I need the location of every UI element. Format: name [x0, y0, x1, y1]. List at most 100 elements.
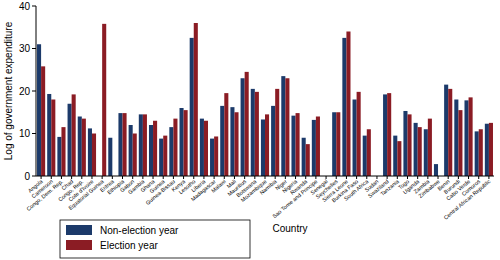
x-tick-label: Guinea-Bissau — [145, 178, 176, 206]
bar — [72, 94, 76, 176]
bar — [428, 119, 432, 176]
x-tick-label: Malawi — [210, 178, 227, 194]
bar — [346, 32, 350, 177]
bar — [444, 85, 448, 176]
bar — [194, 23, 198, 176]
x-tick — [51, 176, 52, 179]
bar — [464, 100, 468, 176]
x-tick — [193, 176, 194, 179]
bar — [296, 113, 300, 176]
y-tick — [32, 176, 36, 177]
y-axis-title: Log of government expenditure — [3, 21, 14, 160]
x-tick — [183, 176, 184, 179]
bar — [245, 72, 249, 176]
bar — [169, 127, 173, 176]
x-tick — [122, 176, 123, 179]
bar — [234, 112, 238, 176]
x-tick — [173, 176, 174, 179]
bar — [387, 93, 391, 176]
bar — [88, 128, 92, 176]
x-tick — [397, 176, 398, 179]
bar — [180, 108, 184, 176]
bar — [469, 97, 473, 176]
bar — [220, 106, 224, 176]
bar — [214, 136, 218, 176]
bar — [123, 113, 127, 176]
bar — [139, 114, 143, 176]
bar — [163, 136, 167, 176]
x-tick — [448, 176, 449, 179]
bar — [184, 110, 188, 176]
x-tick — [132, 176, 133, 179]
legend-label: Election year — [100, 240, 158, 251]
bar — [414, 123, 418, 176]
bar — [302, 138, 306, 176]
x-tick — [224, 176, 225, 179]
legend-box — [60, 220, 250, 258]
x-tick — [417, 176, 418, 179]
bar — [367, 129, 371, 176]
bar — [241, 78, 245, 176]
bar — [458, 110, 462, 176]
x-tick — [427, 176, 428, 179]
x-tick — [387, 176, 388, 179]
y-tick — [32, 91, 36, 92]
bar — [393, 136, 397, 176]
bar — [271, 106, 275, 176]
x-tick — [356, 176, 357, 179]
x-tick — [438, 176, 439, 179]
x-tick — [102, 176, 103, 179]
bar — [332, 112, 336, 176]
bar — [118, 113, 122, 176]
bar — [37, 44, 41, 176]
x-tick — [203, 176, 204, 179]
bar — [129, 125, 133, 176]
bar — [336, 112, 340, 176]
y-tick-label: 0 — [24, 171, 30, 182]
bar — [41, 66, 45, 176]
x-tick — [112, 176, 113, 179]
x-tick — [61, 176, 62, 179]
bar — [149, 125, 153, 176]
x-tick — [41, 176, 42, 179]
bar — [92, 134, 96, 177]
bar — [173, 119, 177, 176]
x-tick-label: Central African Republic — [442, 178, 491, 221]
bar — [489, 123, 493, 176]
y-tick-label: 40 — [19, 1, 31, 12]
y-tick — [32, 48, 36, 49]
bar — [190, 38, 194, 176]
x-tick-label: Congo, Dem. Rep. — [25, 178, 64, 212]
x-tick — [71, 176, 72, 179]
bar — [68, 104, 72, 176]
x-tick — [458, 176, 459, 179]
x-tick — [275, 176, 276, 179]
bar — [353, 100, 357, 177]
bar — [434, 164, 438, 176]
y-tick — [32, 133, 36, 134]
background — [0, 0, 500, 260]
bar — [448, 89, 452, 176]
x-tick — [376, 176, 377, 179]
bar — [357, 92, 361, 176]
x-tick — [163, 176, 164, 179]
bar — [265, 114, 269, 176]
y-tick-label: 20 — [19, 86, 31, 97]
x-tick — [407, 176, 408, 179]
bar — [251, 89, 255, 176]
x-tick — [234, 176, 235, 179]
bar — [57, 137, 61, 176]
bar — [51, 100, 55, 177]
x-tick — [81, 176, 82, 179]
bar — [159, 139, 163, 176]
bar — [312, 120, 316, 176]
x-tick — [336, 176, 337, 179]
bar — [306, 144, 310, 176]
bar — [281, 76, 285, 176]
x-tick — [285, 176, 286, 179]
bar — [204, 121, 208, 176]
x-axis-title: Country — [272, 223, 307, 234]
y-tick — [32, 6, 36, 7]
x-tick — [305, 176, 306, 179]
x-tick-label: Equatorial Guinea — [67, 178, 105, 212]
